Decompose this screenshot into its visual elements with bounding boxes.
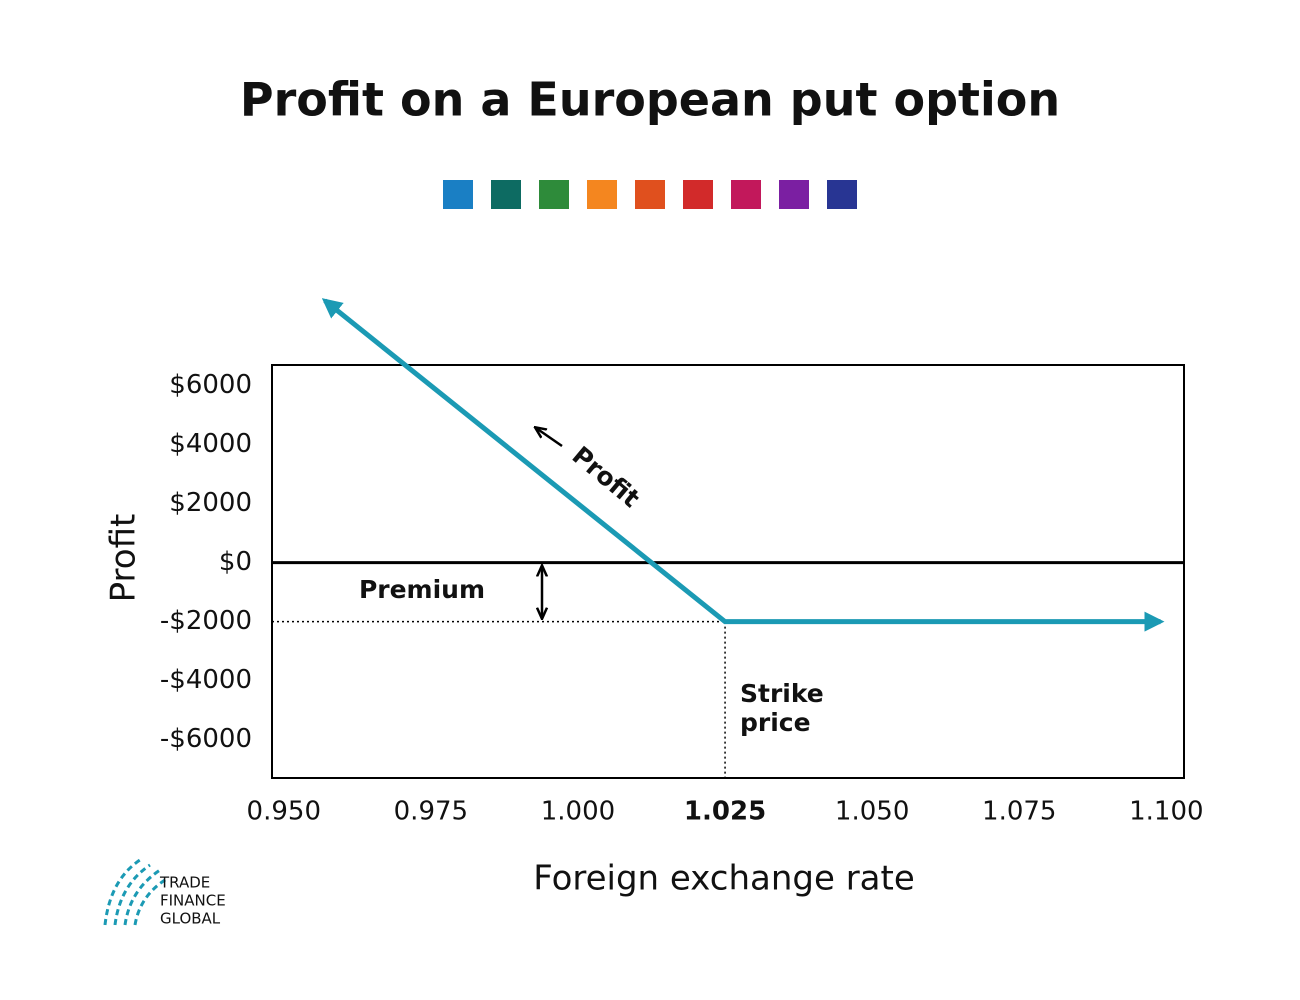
x-tick-label: 0.975 xyxy=(394,797,468,827)
line-label-arrow xyxy=(536,428,563,448)
x-axis-label: Foreign exchange rate xyxy=(533,859,915,899)
logo: TRADE FINANCE GLOBAL xyxy=(103,858,226,928)
y-tick-label: $2000 xyxy=(169,488,252,518)
logo-text: GLOBAL xyxy=(160,910,221,928)
logo-text: FINANCE xyxy=(160,892,226,910)
chart-title: Profit on a European put option xyxy=(240,73,1060,127)
y-tick-label: -$2000 xyxy=(160,606,252,636)
x-tick-label: 1.100 xyxy=(1129,797,1203,827)
profit-line xyxy=(321,298,1165,632)
x-tick-label: 1.000 xyxy=(541,797,615,827)
y-axis-label: Profit xyxy=(104,514,144,603)
premium-label: Premium xyxy=(359,575,485,604)
y-tick-label: $4000 xyxy=(169,429,252,459)
color-swatches xyxy=(443,180,857,209)
y-tick-label: $6000 xyxy=(169,370,252,400)
logo-text: TRADE xyxy=(159,874,210,892)
y-tick-label: $0 xyxy=(219,547,252,577)
y-tick-label: -$6000 xyxy=(160,724,252,754)
plot-frame xyxy=(271,364,1185,779)
x-tick-label: 1.050 xyxy=(835,797,909,827)
y-tick-label: -$4000 xyxy=(160,665,252,695)
x-tick-label: 1.075 xyxy=(982,797,1056,827)
strike-label: Strike xyxy=(740,679,824,708)
strike-label: price xyxy=(740,708,811,737)
x-tick-label: 1.025 xyxy=(684,797,766,827)
x-tick-label: 0.950 xyxy=(247,797,321,827)
